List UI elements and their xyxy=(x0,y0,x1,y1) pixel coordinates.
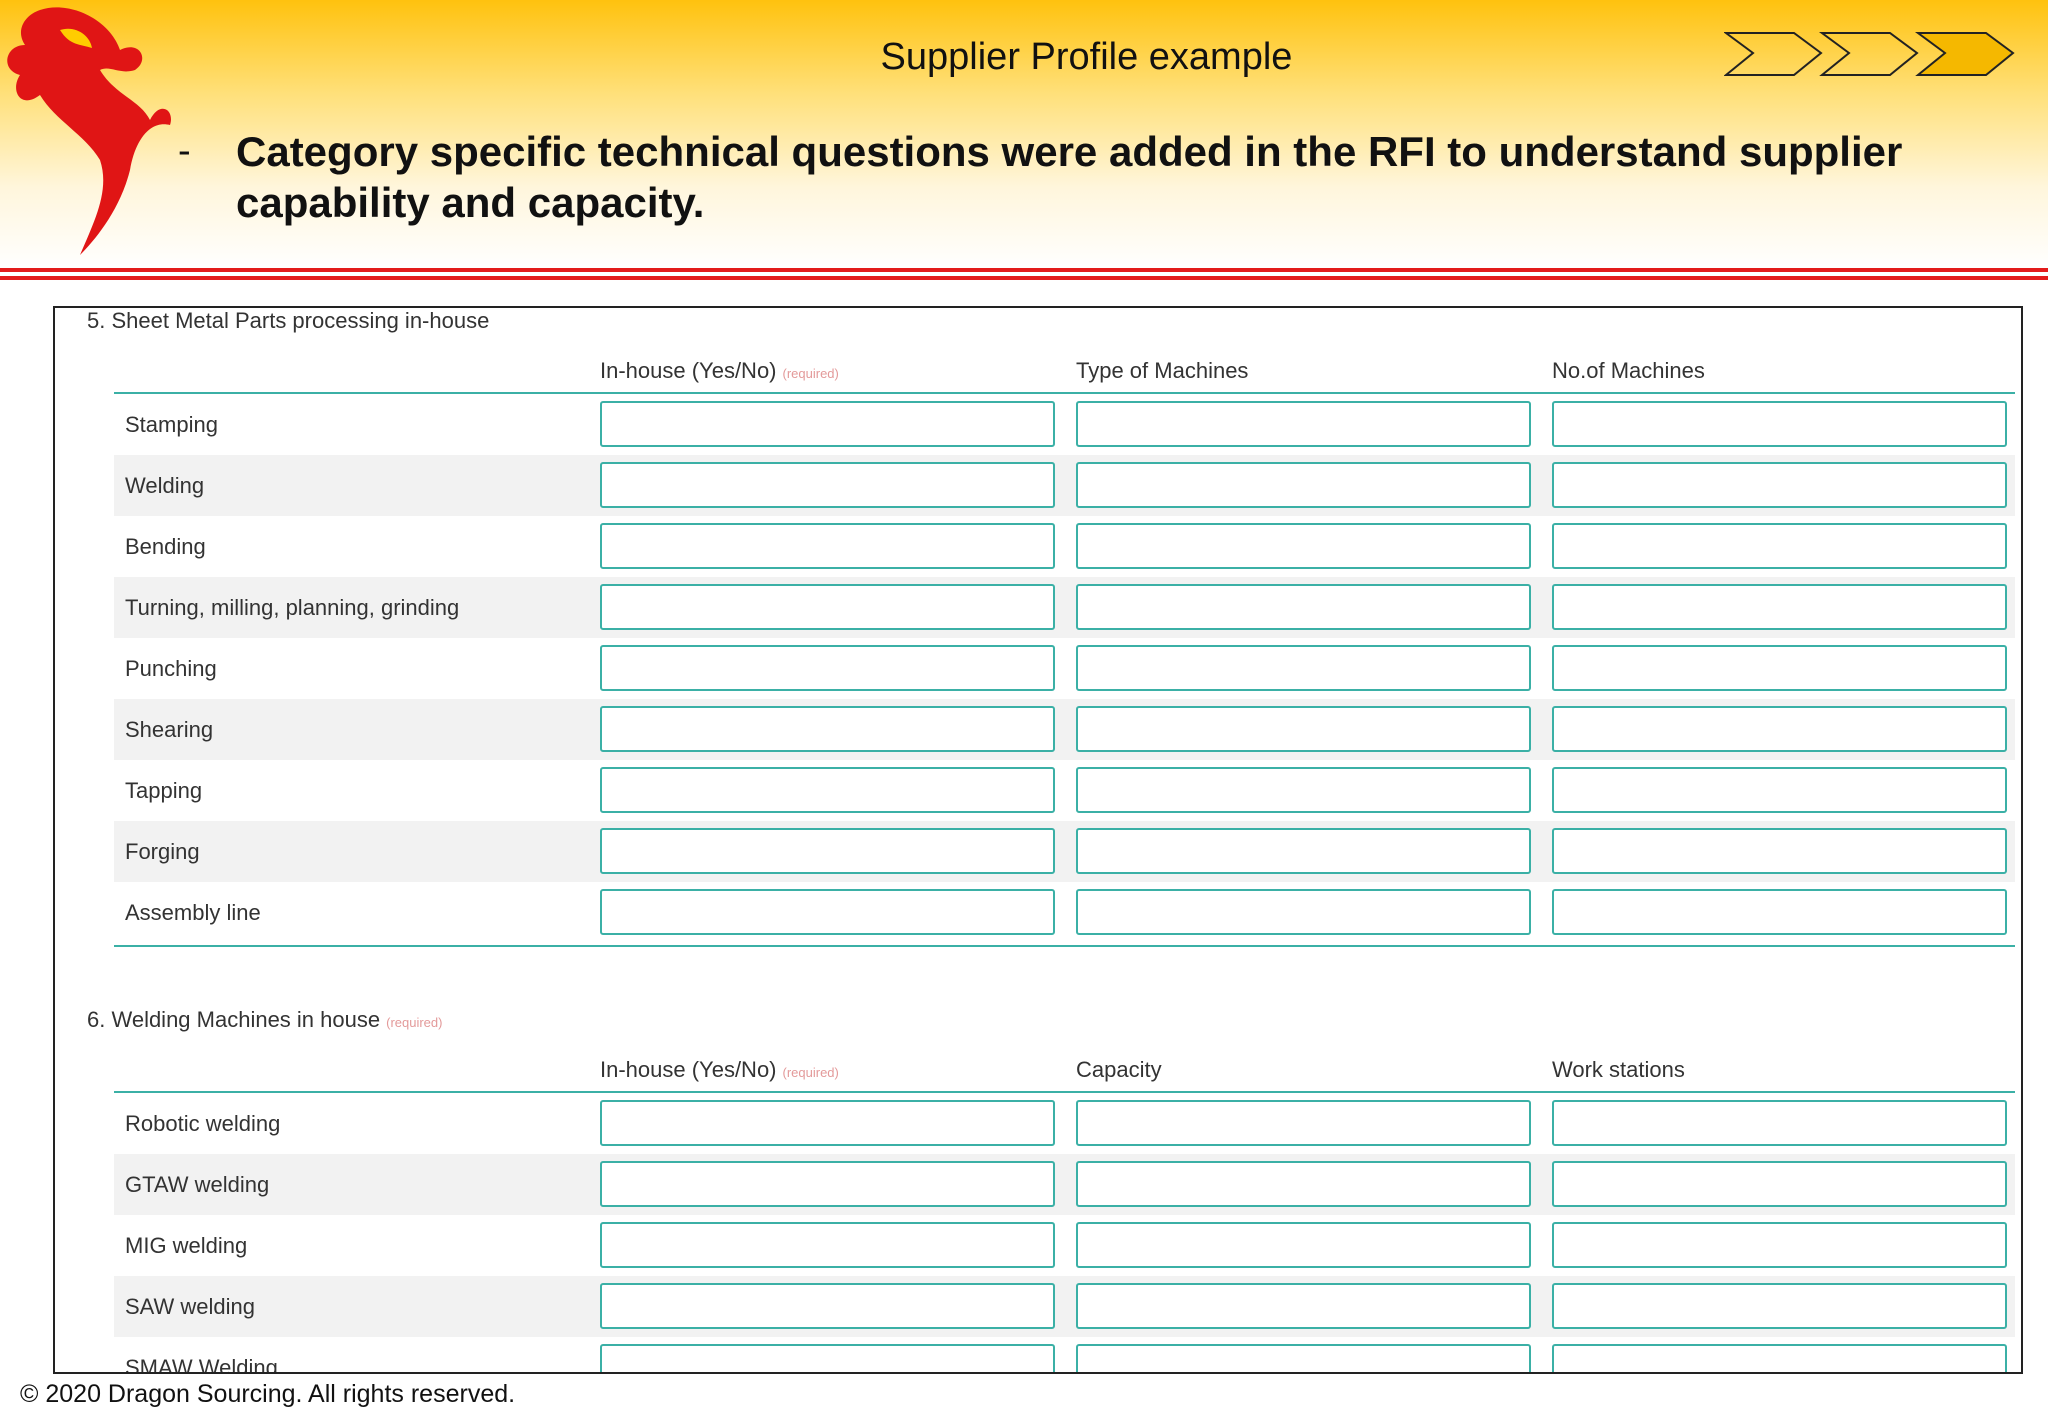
column-header: In-house (Yes/No) (required) xyxy=(600,1057,839,1083)
text-input[interactable] xyxy=(1076,1100,1531,1146)
row-label: Welding xyxy=(125,473,205,498)
text-input[interactable] xyxy=(1552,828,2007,874)
row-label: Turning, milling, planning, grinding xyxy=(125,595,460,620)
text-input[interactable] xyxy=(1076,1222,1531,1268)
bullet-dash: - xyxy=(178,130,191,172)
header-band xyxy=(0,0,2048,268)
row-label: Robotic welding xyxy=(125,1111,281,1136)
text-input[interactable] xyxy=(1552,889,2007,935)
text-input[interactable] xyxy=(600,706,1055,752)
dragon-logo xyxy=(7,7,171,256)
divider xyxy=(0,268,2048,272)
text-input[interactable] xyxy=(1076,1344,1531,1372)
text-input[interactable] xyxy=(600,645,1055,691)
text-input[interactable] xyxy=(1076,1161,1531,1207)
section-title-text: 5. Sheet Metal Parts processing in-house xyxy=(87,308,490,333)
section-title: 5. Sheet Metal Parts processing in-house xyxy=(87,308,489,334)
column-header: Type of Machines xyxy=(1076,358,1248,384)
text-input[interactable] xyxy=(1552,767,2007,813)
text-input[interactable] xyxy=(600,1161,1055,1207)
divider xyxy=(0,276,2048,280)
text-input[interactable] xyxy=(1552,584,2007,630)
text-input[interactable] xyxy=(1076,523,1531,569)
text-input[interactable] xyxy=(600,1100,1055,1146)
row-label: Assembly line xyxy=(125,900,261,925)
section-title-text: 6. Welding Machines in house xyxy=(87,1007,381,1032)
column-header-text: Work stations xyxy=(1552,1057,1685,1082)
text-input[interactable] xyxy=(1552,1222,2007,1268)
text-input[interactable] xyxy=(1552,1161,2007,1207)
text-input[interactable] xyxy=(600,1283,1055,1329)
text-input[interactable] xyxy=(1076,1283,1531,1329)
text-input[interactable] xyxy=(1552,462,2007,508)
column-header: No.of Machines xyxy=(1552,358,1705,384)
slide-title: Supplier Profile example xyxy=(880,36,1293,78)
text-input[interactable] xyxy=(600,462,1055,508)
text-input[interactable] xyxy=(1552,523,2007,569)
row-label: MIG welding xyxy=(125,1233,248,1258)
text-input[interactable] xyxy=(600,828,1055,874)
row-label: GTAW welding xyxy=(125,1172,270,1197)
row-label: Shearing xyxy=(125,717,214,742)
required-note: (required) xyxy=(782,1065,839,1080)
text-input[interactable] xyxy=(600,584,1055,630)
footer: © 2020 Dragon Sourcing. All rights reser… xyxy=(20,1380,516,1408)
text-input[interactable] xyxy=(1076,706,1531,752)
column-header-text: Capacity xyxy=(1076,1057,1162,1082)
column-header: Capacity xyxy=(1076,1057,1162,1083)
text-input[interactable] xyxy=(1076,462,1531,508)
row-label: Tapping xyxy=(125,778,203,803)
text-input[interactable] xyxy=(600,401,1055,447)
row-label: Stamping xyxy=(125,412,218,437)
text-input[interactable] xyxy=(1076,401,1531,447)
table-bottom-rule xyxy=(114,945,2015,947)
text-input[interactable] xyxy=(600,889,1055,935)
row-label: Bending xyxy=(125,534,206,559)
row-label: SAW welding xyxy=(125,1294,256,1319)
row-label: SMAW Welding xyxy=(125,1355,278,1374)
text-input[interactable] xyxy=(600,523,1055,569)
column-header-text: In-house (Yes/No) xyxy=(600,1057,777,1082)
column-header: In-house (Yes/No) (required) xyxy=(600,358,839,384)
text-input[interactable] xyxy=(600,1344,1055,1372)
header-rule xyxy=(114,392,2015,394)
text-input[interactable] xyxy=(1076,645,1531,691)
column-header-text: Type of Machines xyxy=(1076,358,1249,383)
text-input[interactable] xyxy=(1076,584,1531,630)
form-screenshot: 5. Sheet Metal Parts processing in-house… xyxy=(53,306,2023,1374)
text-input[interactable] xyxy=(1076,889,1531,935)
text-input[interactable] xyxy=(600,767,1055,813)
text-input[interactable] xyxy=(600,1222,1055,1268)
column-header-text: In-house (Yes/No) xyxy=(600,358,777,383)
header-rule xyxy=(114,1091,2015,1093)
text-input[interactable] xyxy=(1552,706,2007,752)
required-note: (required) xyxy=(386,1015,443,1030)
text-input[interactable] xyxy=(1552,1283,2007,1329)
required-note: (required) xyxy=(782,366,839,381)
row-label: Forging xyxy=(125,839,200,864)
text-input[interactable] xyxy=(1076,767,1531,813)
section-title: 6. Welding Machines in house (required) xyxy=(87,1007,442,1033)
text-input[interactable] xyxy=(1076,828,1531,874)
row-label: Punching xyxy=(125,656,217,681)
text-input[interactable] xyxy=(1552,645,2007,691)
bullet-text: Category specific technical questions we… xyxy=(236,128,1903,226)
column-header-text: No.of Machines xyxy=(1552,358,1705,383)
text-input[interactable] xyxy=(1552,401,2007,447)
text-input[interactable] xyxy=(1552,1100,2007,1146)
text-input[interactable] xyxy=(1552,1344,2007,1372)
progress-arrows xyxy=(1724,32,2015,76)
column-header: Work stations xyxy=(1552,1057,1685,1083)
